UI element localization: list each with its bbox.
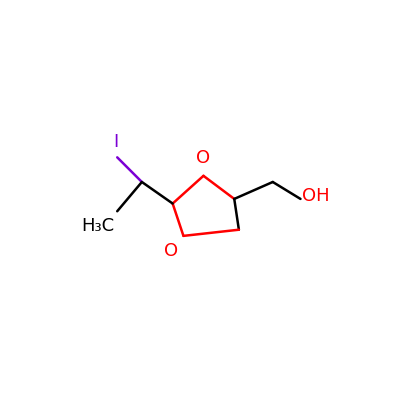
Text: O: O [164,242,178,260]
Text: H₃C: H₃C [81,218,114,235]
Text: I: I [113,133,118,151]
Text: OH: OH [302,187,330,205]
Text: O: O [196,148,210,166]
